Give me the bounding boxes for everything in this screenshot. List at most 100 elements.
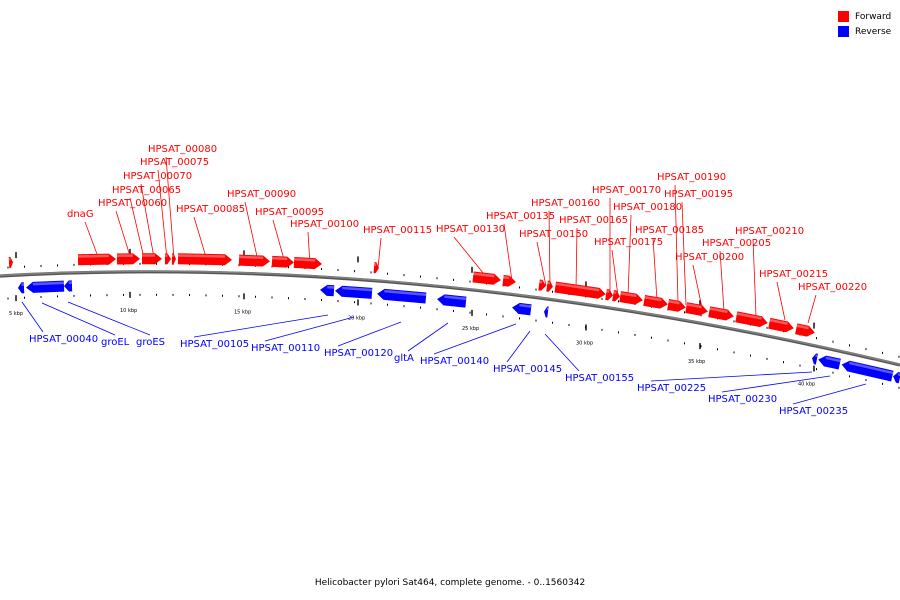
gene-label-hpsat-00175: HPSAT_00175 — [594, 237, 663, 248]
forward-gene-arrow — [141, 253, 162, 265]
reverse-gene-arrow — [544, 306, 549, 318]
minor-tick — [304, 298, 306, 301]
scale-label: 40 kbp — [798, 382, 815, 388]
gene-label-hpsat-00225: HPSAT_00225 — [637, 383, 706, 394]
minor-tick — [156, 262, 157, 265]
minor-tick — [750, 354, 751, 357]
gene-arrow-body — [841, 360, 894, 382]
scale-label: 25 kbp — [462, 326, 479, 332]
gene-label-hpsat-00190: HPSAT_00190 — [657, 172, 726, 183]
gene-label-hpsat-00180: HPSAT_00180 — [613, 202, 682, 213]
minor-tick — [519, 317, 520, 320]
gene-arrow-body — [768, 317, 794, 333]
gene-arrow-body — [335, 285, 373, 299]
minor-tick — [601, 297, 603, 300]
leader-line-hpsat-00215 — [776, 281, 786, 321]
leader-line-groes — [67, 301, 151, 336]
major-tick-top — [357, 256, 359, 263]
leader-line-hpsat-00075 — [157, 169, 168, 260]
reverse-gene-arrow — [377, 288, 427, 304]
gene-label-hpsat-00065: HPSAT_00065 — [112, 185, 181, 196]
gene-arrow-highlight — [547, 281, 551, 285]
minor-tick — [123, 293, 124, 296]
gene-label-hpsat-00135: HPSAT_00135 — [486, 211, 555, 222]
minor-tick — [766, 326, 768, 329]
leader-line-hpsat-00175 — [611, 249, 619, 297]
gene-label-hpsat-00205: HPSAT_00205 — [702, 238, 771, 249]
gene-arrow-highlight — [384, 289, 427, 297]
gene-arrow-body — [373, 262, 379, 274]
legend: Forward Reverse — [838, 9, 891, 39]
gene-arrow-body — [437, 294, 467, 308]
gene-label-hpsat-00140: HPSAT_00140 — [420, 356, 489, 367]
gene-label-hpsat-00155: HPSAT_00155 — [565, 373, 634, 384]
minor-tick — [337, 269, 339, 272]
minor-tick — [288, 266, 289, 269]
scale-label: 10 kbp — [120, 308, 137, 314]
minor-tick — [634, 333, 636, 336]
gene-arrow-highlight — [555, 282, 600, 292]
minor-tick — [370, 302, 372, 305]
minor-tick — [898, 386, 900, 389]
major-tick-top — [15, 252, 17, 259]
gene-arrow-highlight — [796, 324, 809, 330]
leader-line-hpsat-00115 — [377, 237, 382, 269]
minor-tick — [238, 295, 240, 298]
reverse-gene-arrow — [320, 284, 335, 297]
forward-gene-arrow — [795, 323, 815, 337]
gene-arrow-body — [512, 302, 532, 316]
minor-tick — [387, 272, 388, 275]
major-tick-bottom — [15, 295, 17, 302]
major-tick-top — [129, 248, 131, 255]
gene-arrow-body — [238, 254, 270, 267]
gene-arrow-body — [893, 371, 900, 384]
gene-arrow-body — [554, 281, 606, 299]
gene-arrow-body — [64, 280, 73, 292]
minor-tick — [139, 293, 141, 296]
minor-tick — [519, 286, 520, 289]
gene-arrow-body — [377, 288, 427, 304]
leader-line-hpsat-00040 — [21, 301, 44, 333]
major-tick-top — [585, 281, 587, 288]
gene-arrow-highlight — [77, 254, 109, 258]
forward-gene-arrow — [612, 290, 620, 302]
gene-label-hpsat-00215: HPSAT_00215 — [759, 269, 828, 280]
minor-tick — [882, 382, 883, 385]
leader-line-hpsat-00150 — [536, 241, 547, 287]
gene-arrow-highlight — [374, 263, 377, 266]
leader-line-hpsat-00085 — [193, 216, 207, 258]
minor-tick — [73, 294, 75, 297]
backbone-line — [0, 270, 900, 366]
gene-arrow-body — [546, 280, 553, 292]
minor-tick — [387, 303, 388, 306]
minor-tick — [469, 280, 471, 283]
gene-arrow-highlight — [897, 372, 900, 377]
gene-label-hpsat-00075: HPSAT_00075 — [140, 157, 209, 168]
gene-arrow-highlight — [68, 281, 72, 285]
leader-line-hpsat-00210 — [752, 238, 757, 317]
gene-label-hpsat-00090: HPSAT_00090 — [227, 189, 296, 200]
leader-line-hpsat-00205 — [719, 250, 725, 312]
leader-line-hpsat-00190 — [674, 184, 679, 304]
forward-gene-arrow — [238, 254, 270, 267]
minor-tick — [816, 337, 817, 340]
reverse-gene-arrow — [26, 280, 65, 293]
gene-arrow-highlight — [294, 257, 316, 262]
minor-tick — [733, 351, 735, 354]
minor-tick — [700, 314, 702, 317]
forward-gene-arrow — [116, 253, 140, 265]
gene-arrow-body — [544, 306, 549, 318]
reverse-gene-arrow — [818, 355, 841, 370]
gene-label-groel: groEL — [101, 337, 130, 348]
minor-tick — [832, 340, 834, 343]
leader-line-hpsat-00235 — [792, 383, 867, 405]
gene-label-hpsat-00040: HPSAT_00040 — [29, 334, 98, 345]
forward-gene-arrow — [373, 262, 379, 274]
minor-tick — [898, 355, 900, 358]
gene-arrow-highlight — [546, 307, 549, 311]
gene-arrow-body — [735, 311, 768, 328]
minor-tick — [865, 348, 867, 351]
gene-arrow-highlight — [142, 254, 156, 257]
gene-arrow-highlight — [165, 254, 168, 257]
gene-arrow-body — [26, 280, 65, 293]
